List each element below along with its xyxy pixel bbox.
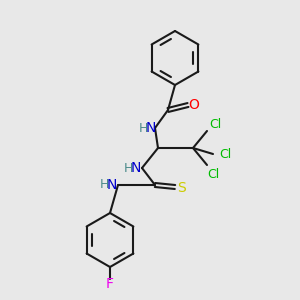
Text: O: O xyxy=(189,98,200,112)
Text: N: N xyxy=(131,161,141,175)
Text: Cl: Cl xyxy=(209,118,221,130)
Text: H: H xyxy=(99,178,109,191)
Text: N: N xyxy=(146,121,156,135)
Text: Cl: Cl xyxy=(207,167,219,181)
Text: S: S xyxy=(178,181,186,195)
Text: F: F xyxy=(106,277,114,291)
Text: H: H xyxy=(138,122,148,134)
Text: N: N xyxy=(107,178,117,192)
Text: H: H xyxy=(123,161,133,175)
Text: Cl: Cl xyxy=(219,148,231,160)
